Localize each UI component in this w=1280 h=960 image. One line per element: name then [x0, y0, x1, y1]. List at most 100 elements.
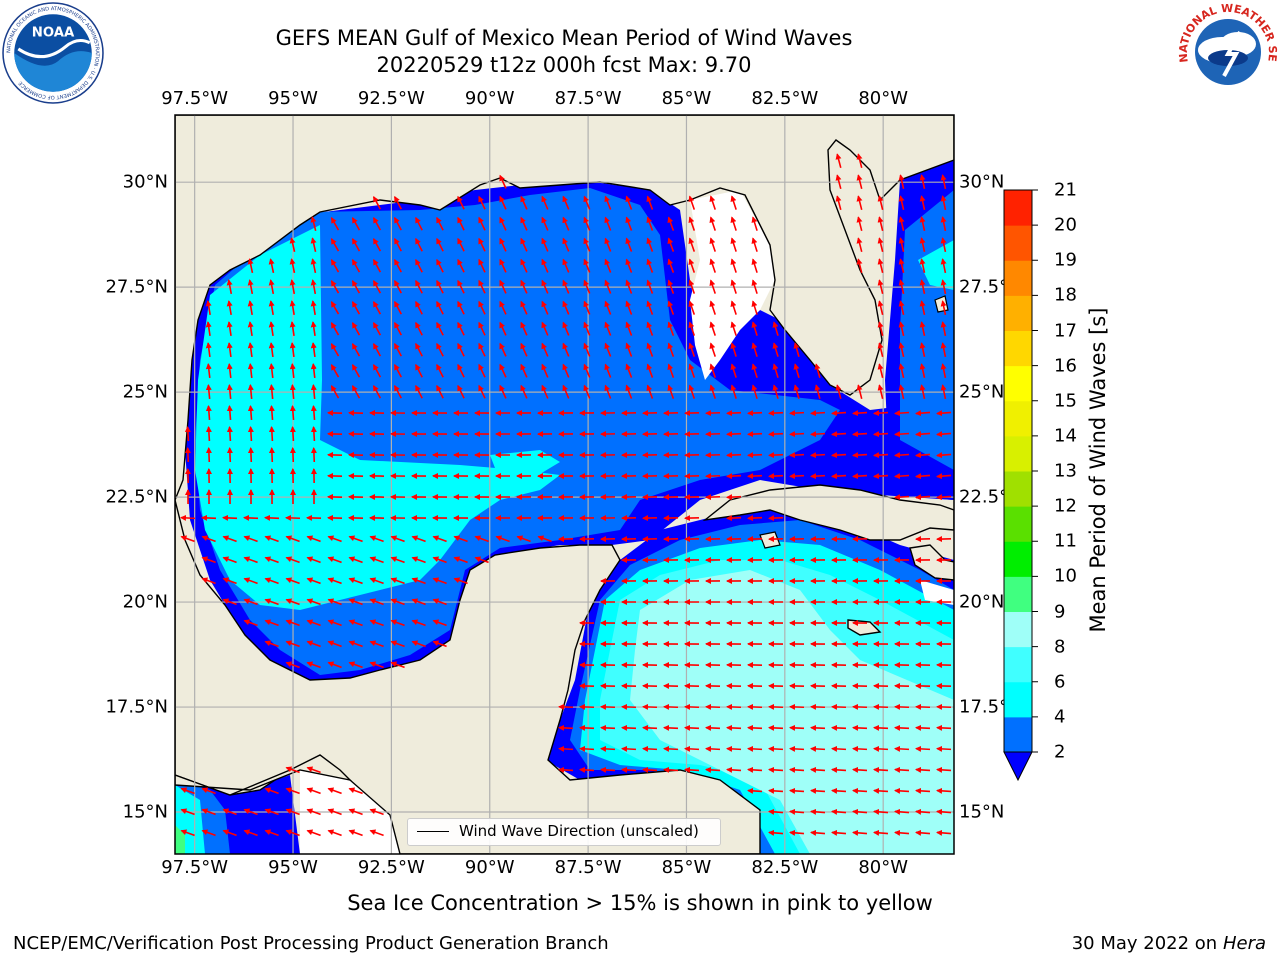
wave-direction-arrow [436, 216, 444, 231]
wave-direction-arrow [667, 363, 675, 378]
wave-direction-arrow [222, 556, 237, 564]
wave-direction-arrow [541, 237, 549, 252]
wave-direction-arrow [478, 300, 486, 315]
wave-direction-arrow [327, 808, 342, 816]
wave-direction-arrow [264, 577, 279, 585]
colorbar-tick-label: 4 [1054, 706, 1066, 728]
wave-direction-arrow [541, 279, 549, 294]
wave-direction-arrow [264, 829, 279, 837]
wave-direction-arrow [415, 258, 423, 273]
wave-direction-arrow [873, 787, 889, 794]
wave-direction-arrow [222, 577, 237, 585]
nws-logo: NATIONAL WEATHER SERVICE [1176, 2, 1279, 100]
wave-direction-arrow [852, 766, 868, 773]
lon-tick-label: 92.5°W [357, 857, 425, 878]
wave-direction-arrow [310, 342, 317, 358]
wave-direction-arrow [789, 724, 805, 731]
wave-direction-arrow [289, 447, 296, 463]
wave-direction-arrow [520, 258, 528, 273]
wave-direction-arrow [663, 724, 679, 731]
wave-direction-arrow [369, 640, 384, 648]
wave-direction-arrow [579, 745, 595, 752]
wave-direction-arrow [751, 342, 758, 357]
wave-direction-arrow [310, 300, 317, 316]
wave-direction-arrow [688, 300, 696, 315]
wave-direction-arrow [222, 598, 237, 606]
wave-direction-arrow [835, 174, 842, 189]
wave-direction-arrow [667, 258, 675, 273]
wave-direction-arrow [457, 279, 465, 294]
wave-direction-arrow [562, 195, 570, 210]
wave-direction-arrow [289, 258, 296, 274]
wave-direction-arrow [919, 384, 926, 400]
wave-direction-arrow [709, 237, 716, 252]
plot-subtitle: 20220529 t12z 000h fcst Max: 9.70 [376, 53, 752, 77]
wave-direction-arrow [810, 452, 826, 459]
wave-direction-arrow [327, 556, 342, 564]
wave-direction-arrow [415, 384, 423, 399]
wave-direction-arrow [789, 745, 805, 752]
wave-direction-arrow [768, 703, 784, 710]
wave-direction-arrow [268, 363, 275, 379]
wave-direction-arrow [915, 410, 931, 417]
gulf-band-2-4 [195, 188, 840, 675]
wave-direction-arrow [579, 724, 595, 731]
wave-direction-arrow [642, 703, 658, 710]
wave-direction-arrow [327, 640, 342, 648]
wave-direction-arrow [877, 237, 884, 252]
wave-direction-arrow [306, 661, 321, 669]
wave-direction-arrow [604, 384, 612, 399]
wave-direction-arrow [831, 787, 847, 794]
wave-direction-arrow [541, 342, 549, 357]
wave-direction-arrow [625, 300, 633, 315]
wave-direction-arrow [705, 431, 721, 438]
wave-direction-arrow [898, 258, 905, 274]
wave-direction-arrow [583, 279, 591, 294]
lon-tick-label: 80°W [858, 857, 909, 878]
wave-direction-arrow [940, 195, 947, 211]
wave-direction-arrow [348, 619, 363, 627]
wave-direction-arrow [268, 384, 275, 400]
lon-tick-label: 82.5°W [751, 857, 819, 878]
wave-direction-arrow [583, 384, 591, 399]
wave-direction-arrow [562, 258, 570, 273]
wave-direction-arrow [646, 195, 654, 210]
lat-tick-label: 17.5°N [105, 696, 168, 718]
wave-direction-arrow [541, 258, 549, 273]
wave-direction-arrow [369, 577, 384, 585]
wave-direction-arrow [247, 321, 254, 337]
wave-direction-arrow [268, 405, 275, 421]
wave-direction-arrow [852, 410, 868, 417]
wave-direction-arrow [268, 258, 275, 274]
wave-direction-arrow [831, 473, 847, 480]
wave-direction-arrow [831, 745, 847, 752]
wave-direction-arrow [936, 829, 952, 836]
wave-direction-arrow [747, 787, 763, 794]
wave-direction-arrow [310, 321, 317, 337]
caribbean-band-lt2 [545, 505, 954, 854]
wave-direction-arrow [222, 808, 237, 816]
colorbar-segment [1004, 716, 1032, 753]
lat-tick-label: 15°N [959, 801, 1005, 823]
wave-direction-arrow [919, 321, 926, 337]
wave-direction-arrow [558, 724, 574, 731]
wave-direction-arrow [306, 829, 321, 837]
wave-direction-arrow [499, 174, 507, 189]
colorbar-tick-label: 2 [1054, 741, 1066, 763]
wave-direction-arrow [411, 598, 426, 606]
wave-direction-arrow [457, 363, 465, 378]
lon-tick-label: 95°W [268, 88, 318, 109]
colorbar-tick-label: 15 [1054, 390, 1077, 412]
wave-direction-arrow [726, 410, 742, 417]
wave-direction-arrow [709, 216, 716, 231]
wave-direction-arrow [856, 153, 863, 168]
land-area [175, 115, 954, 854]
wave-direction-arrow [348, 787, 363, 795]
wave-direction-arrow [499, 279, 507, 294]
wave-direction-arrow [936, 703, 952, 710]
wave-direction-arrow [625, 321, 633, 336]
wave-direction-arrow [831, 431, 847, 438]
wave-direction-arrow [684, 745, 700, 752]
wave-direction-arrow [310, 447, 317, 463]
wave-direction-arrow [268, 447, 275, 463]
